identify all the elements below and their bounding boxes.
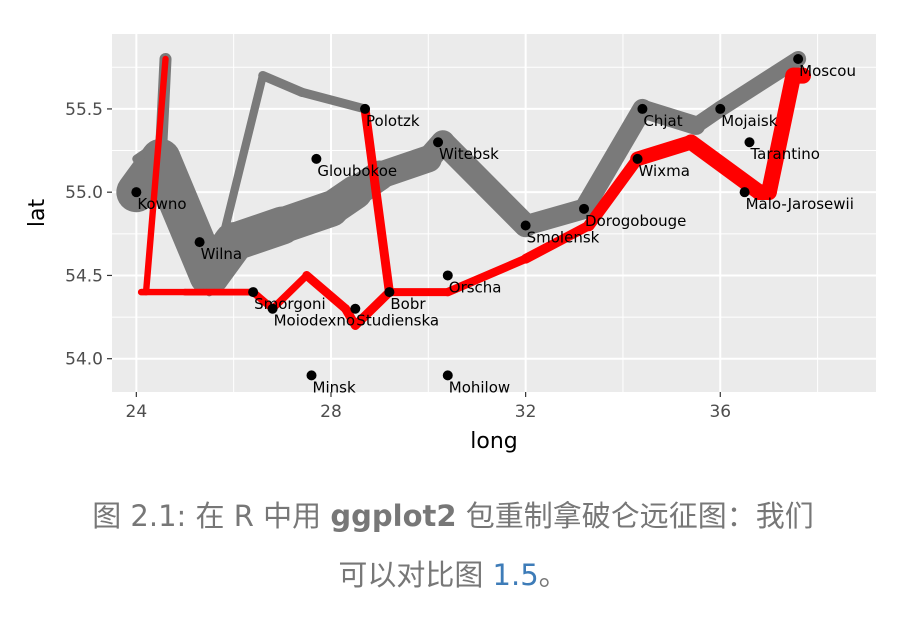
city-label: Wilna	[201, 245, 243, 263]
advance-segment	[574, 98, 653, 219]
city-point	[715, 103, 726, 114]
x-tick-label: 36	[709, 402, 731, 422]
advance-segment	[156, 138, 214, 297]
axis-ticks: 24 28 32 36 54.0 54.5 55.0 55.5	[65, 100, 731, 422]
caption-line2: 可以对比图	[338, 558, 493, 592]
x-axis-title: long	[470, 429, 517, 454]
city-label: Minsk	[313, 378, 356, 396]
advance-segment	[633, 99, 706, 135]
advance-segment	[258, 70, 307, 97]
city-label: Gloubokoe	[317, 162, 397, 180]
retreat-segment	[350, 287, 394, 330]
city-point	[632, 153, 643, 164]
city-label: Smorgoni	[254, 295, 326, 313]
caption-prefix: 图 2.1: 在 R 中用	[92, 499, 331, 533]
city-point	[579, 203, 590, 214]
caption-suffix: 。	[538, 558, 568, 592]
city-label: Kowno	[137, 195, 186, 213]
city-label: Studienska	[356, 312, 439, 330]
city-point	[384, 287, 395, 298]
city-label: Orscha	[449, 278, 502, 296]
city-point	[360, 103, 371, 114]
x-tick-label: 28	[320, 402, 342, 422]
city-label: Malo-Jarosewii	[746, 195, 854, 213]
advance-segment	[297, 87, 370, 114]
city-label: Polotzk	[366, 112, 420, 130]
caption-middle: 包重制拿破仑远征图：我们	[456, 499, 814, 533]
city-point	[248, 287, 259, 298]
city-label: Chjat	[643, 112, 682, 130]
retreat-segment	[520, 220, 594, 264]
city-label: Smolensk	[527, 228, 600, 246]
city-label: Wixma	[639, 162, 690, 180]
x-tick-label: 24	[126, 402, 148, 422]
retreat-segment	[630, 134, 699, 167]
retreat-segment	[341, 304, 360, 330]
city-point	[442, 270, 453, 281]
city-label: Moiodexno	[274, 312, 356, 330]
retreat-segment	[443, 254, 530, 297]
retreat-segment	[142, 55, 169, 296]
city-point	[267, 303, 278, 314]
figure-caption: 图 2.1: 在 R 中用 ggplot2 包重制拿破仑远征图：我们	[0, 489, 906, 543]
city-label: Dorogobouge	[585, 212, 686, 230]
x-tick-label: 32	[515, 402, 537, 422]
city-label: Moscou	[799, 62, 856, 80]
advance-segment	[431, 130, 538, 238]
city-point	[311, 153, 322, 164]
city-label: Witebsk	[439, 145, 499, 163]
y-tick-label: 55.5	[65, 100, 103, 120]
y-tick-label: 55.0	[65, 183, 103, 203]
caption-package: ggplot2	[330, 499, 457, 533]
city-point	[350, 303, 361, 314]
city-point	[131, 187, 142, 198]
city-label: Mohilow	[449, 378, 510, 396]
retreat-segment	[268, 271, 311, 313]
city-label: Tarantino	[749, 145, 819, 163]
city-point	[520, 220, 531, 231]
grid-minor	[112, 34, 876, 392]
army-paths	[116, 50, 812, 330]
y-tick-label: 54.5	[65, 266, 103, 286]
city-point	[793, 53, 804, 64]
advance-segment	[205, 71, 267, 297]
retreat-segment	[683, 134, 768, 200]
city-label: Mojaisk	[721, 112, 777, 130]
retreat-segment	[583, 153, 644, 232]
y-axis-title: lat	[25, 199, 50, 228]
figure-ref-link[interactable]: 1.5	[492, 558, 539, 592]
city-point	[442, 370, 453, 381]
y-tick-label: 54.0	[65, 350, 103, 370]
advance-segment	[712, 50, 807, 117]
city-label: Bobr	[390, 295, 426, 313]
advance-segment	[515, 198, 595, 236]
retreat-segment	[360, 104, 394, 297]
city-point	[433, 137, 444, 148]
city-point	[194, 237, 205, 248]
city-point	[637, 103, 648, 114]
city-point	[306, 370, 317, 381]
retreat-segment	[302, 271, 350, 314]
figure-caption-line2: 可以对比图 1.5。	[0, 548, 906, 602]
city-point	[744, 137, 755, 148]
retreat-segment	[761, 67, 802, 201]
city-point	[739, 187, 750, 198]
